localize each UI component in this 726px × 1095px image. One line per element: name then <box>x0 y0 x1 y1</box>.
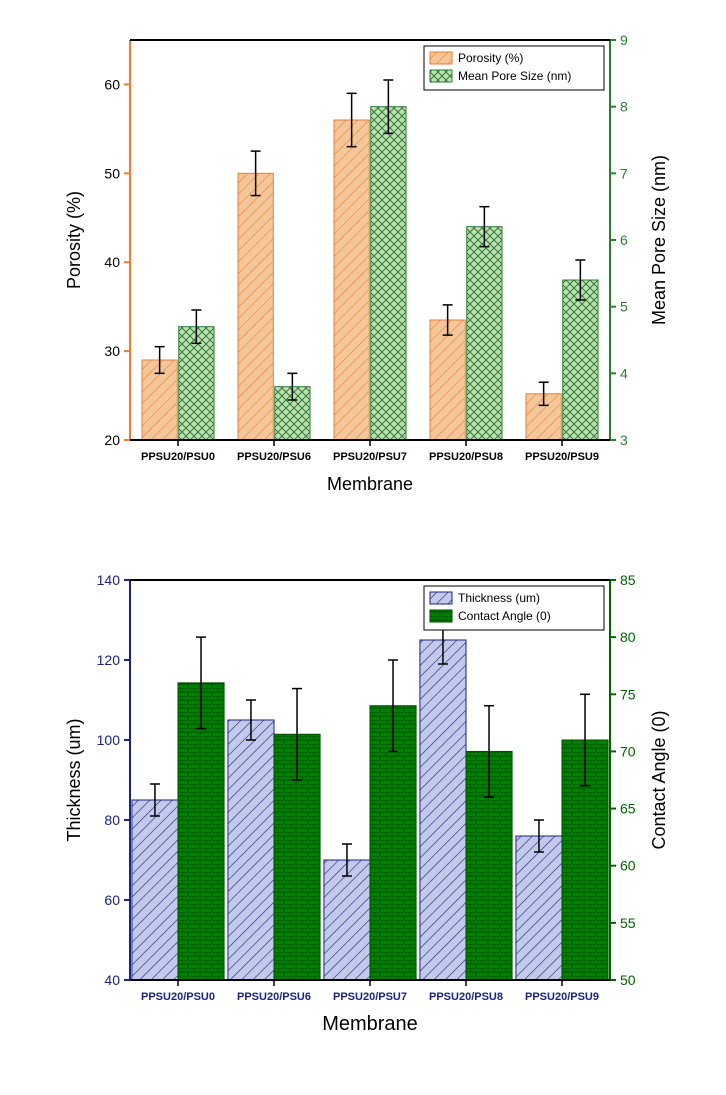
bar-series2 <box>467 227 502 440</box>
ytick-right: 70 <box>620 743 636 759</box>
category-label: PPSU20/PSU8 <box>429 451 503 463</box>
page: 20 30 40 50 60 3 4 5 6 7 8 9 PPSU20/PSU0 PPSU20/PSU6 P… <box>0 0 726 1095</box>
category-label: PPSU20/PSU9 <box>525 451 599 463</box>
bar-series1 <box>430 320 465 440</box>
category-label: PPSU20/PSU8 <box>429 991 503 1003</box>
ytick-right: 55 <box>620 915 636 931</box>
bar-series1 <box>228 720 274 980</box>
ytick-right: 7 <box>620 165 628 181</box>
category-label: PPSU20/PSU6 <box>237 991 311 1003</box>
ytick-right: 3 <box>620 432 628 448</box>
category-label: PPSU20/PSU0 <box>141 991 215 1003</box>
ytick-left: 120 <box>97 652 121 668</box>
bar-series2 <box>371 107 406 440</box>
ytick-left: 40 <box>104 972 120 988</box>
ytick-right: 85 <box>620 572 636 588</box>
category-label: PPSU20/PSU9 <box>525 991 599 1003</box>
top-chart: 20 30 40 50 60 3 4 5 6 7 8 9 PPSU20/PSU0 PPSU20/PSU6 P… <box>50 20 690 520</box>
ytick-left: 20 <box>104 432 120 448</box>
ytick-left: 60 <box>104 892 120 908</box>
ytick-right: 65 <box>620 801 636 817</box>
ytick-left: 140 <box>97 572 121 588</box>
legend-label-1: Thickness (um) <box>458 591 540 605</box>
ytick-right: 75 <box>620 686 636 702</box>
ylabel-left: Porosity (%) <box>64 191 84 289</box>
ytick-left: 60 <box>104 76 120 92</box>
bar-series1 <box>132 800 178 980</box>
xlabel: Membrane <box>327 474 413 494</box>
legend-label-2: Contact Angle (0) <box>458 609 551 623</box>
ytick-right: 80 <box>620 629 636 645</box>
bar-series1 <box>324 860 370 980</box>
ylabel-left: Thickness (um) <box>64 718 84 841</box>
ytick-left: 30 <box>104 343 120 359</box>
ytick-left: 100 <box>97 732 121 748</box>
category-label: PPSU20/PSU6 <box>237 451 311 463</box>
bottom-chart: 40 60 80 100 120 140 50 55 60 65 70 75 80 85 PPSU20/PS… <box>50 560 690 1060</box>
xlabel: Membrane <box>322 1013 418 1035</box>
ytick-right: 4 <box>620 365 628 381</box>
ytick-left: 80 <box>104 812 120 828</box>
category-label: PPSU20/PSU0 <box>141 451 215 463</box>
ytick-right: 5 <box>620 299 628 315</box>
bar-series1 <box>238 173 273 440</box>
legend-label-1: Porosity (%) <box>458 51 523 65</box>
ylabel-right: Contact Angle (0) <box>649 710 669 849</box>
ytick-right: 6 <box>620 232 628 248</box>
ylabel-right: Mean Pore Size (nm) <box>649 155 669 325</box>
ytick-right: 8 <box>620 99 628 115</box>
ytick-right: 50 <box>620 972 636 988</box>
ytick-right: 60 <box>620 858 636 874</box>
bar-series2 <box>563 280 598 440</box>
ytick-left: 50 <box>104 165 120 181</box>
bar-series1 <box>516 836 562 980</box>
ytick-right: 9 <box>620 32 628 48</box>
ytick-left: 40 <box>104 254 120 270</box>
legend-label-2: Mean Pore Size (nm) <box>458 69 571 83</box>
category-label: PPSU20/PSU7 <box>333 451 407 463</box>
category-label: PPSU20/PSU7 <box>333 991 407 1003</box>
bar-series1 <box>420 640 466 980</box>
bar-series1 <box>334 120 369 440</box>
